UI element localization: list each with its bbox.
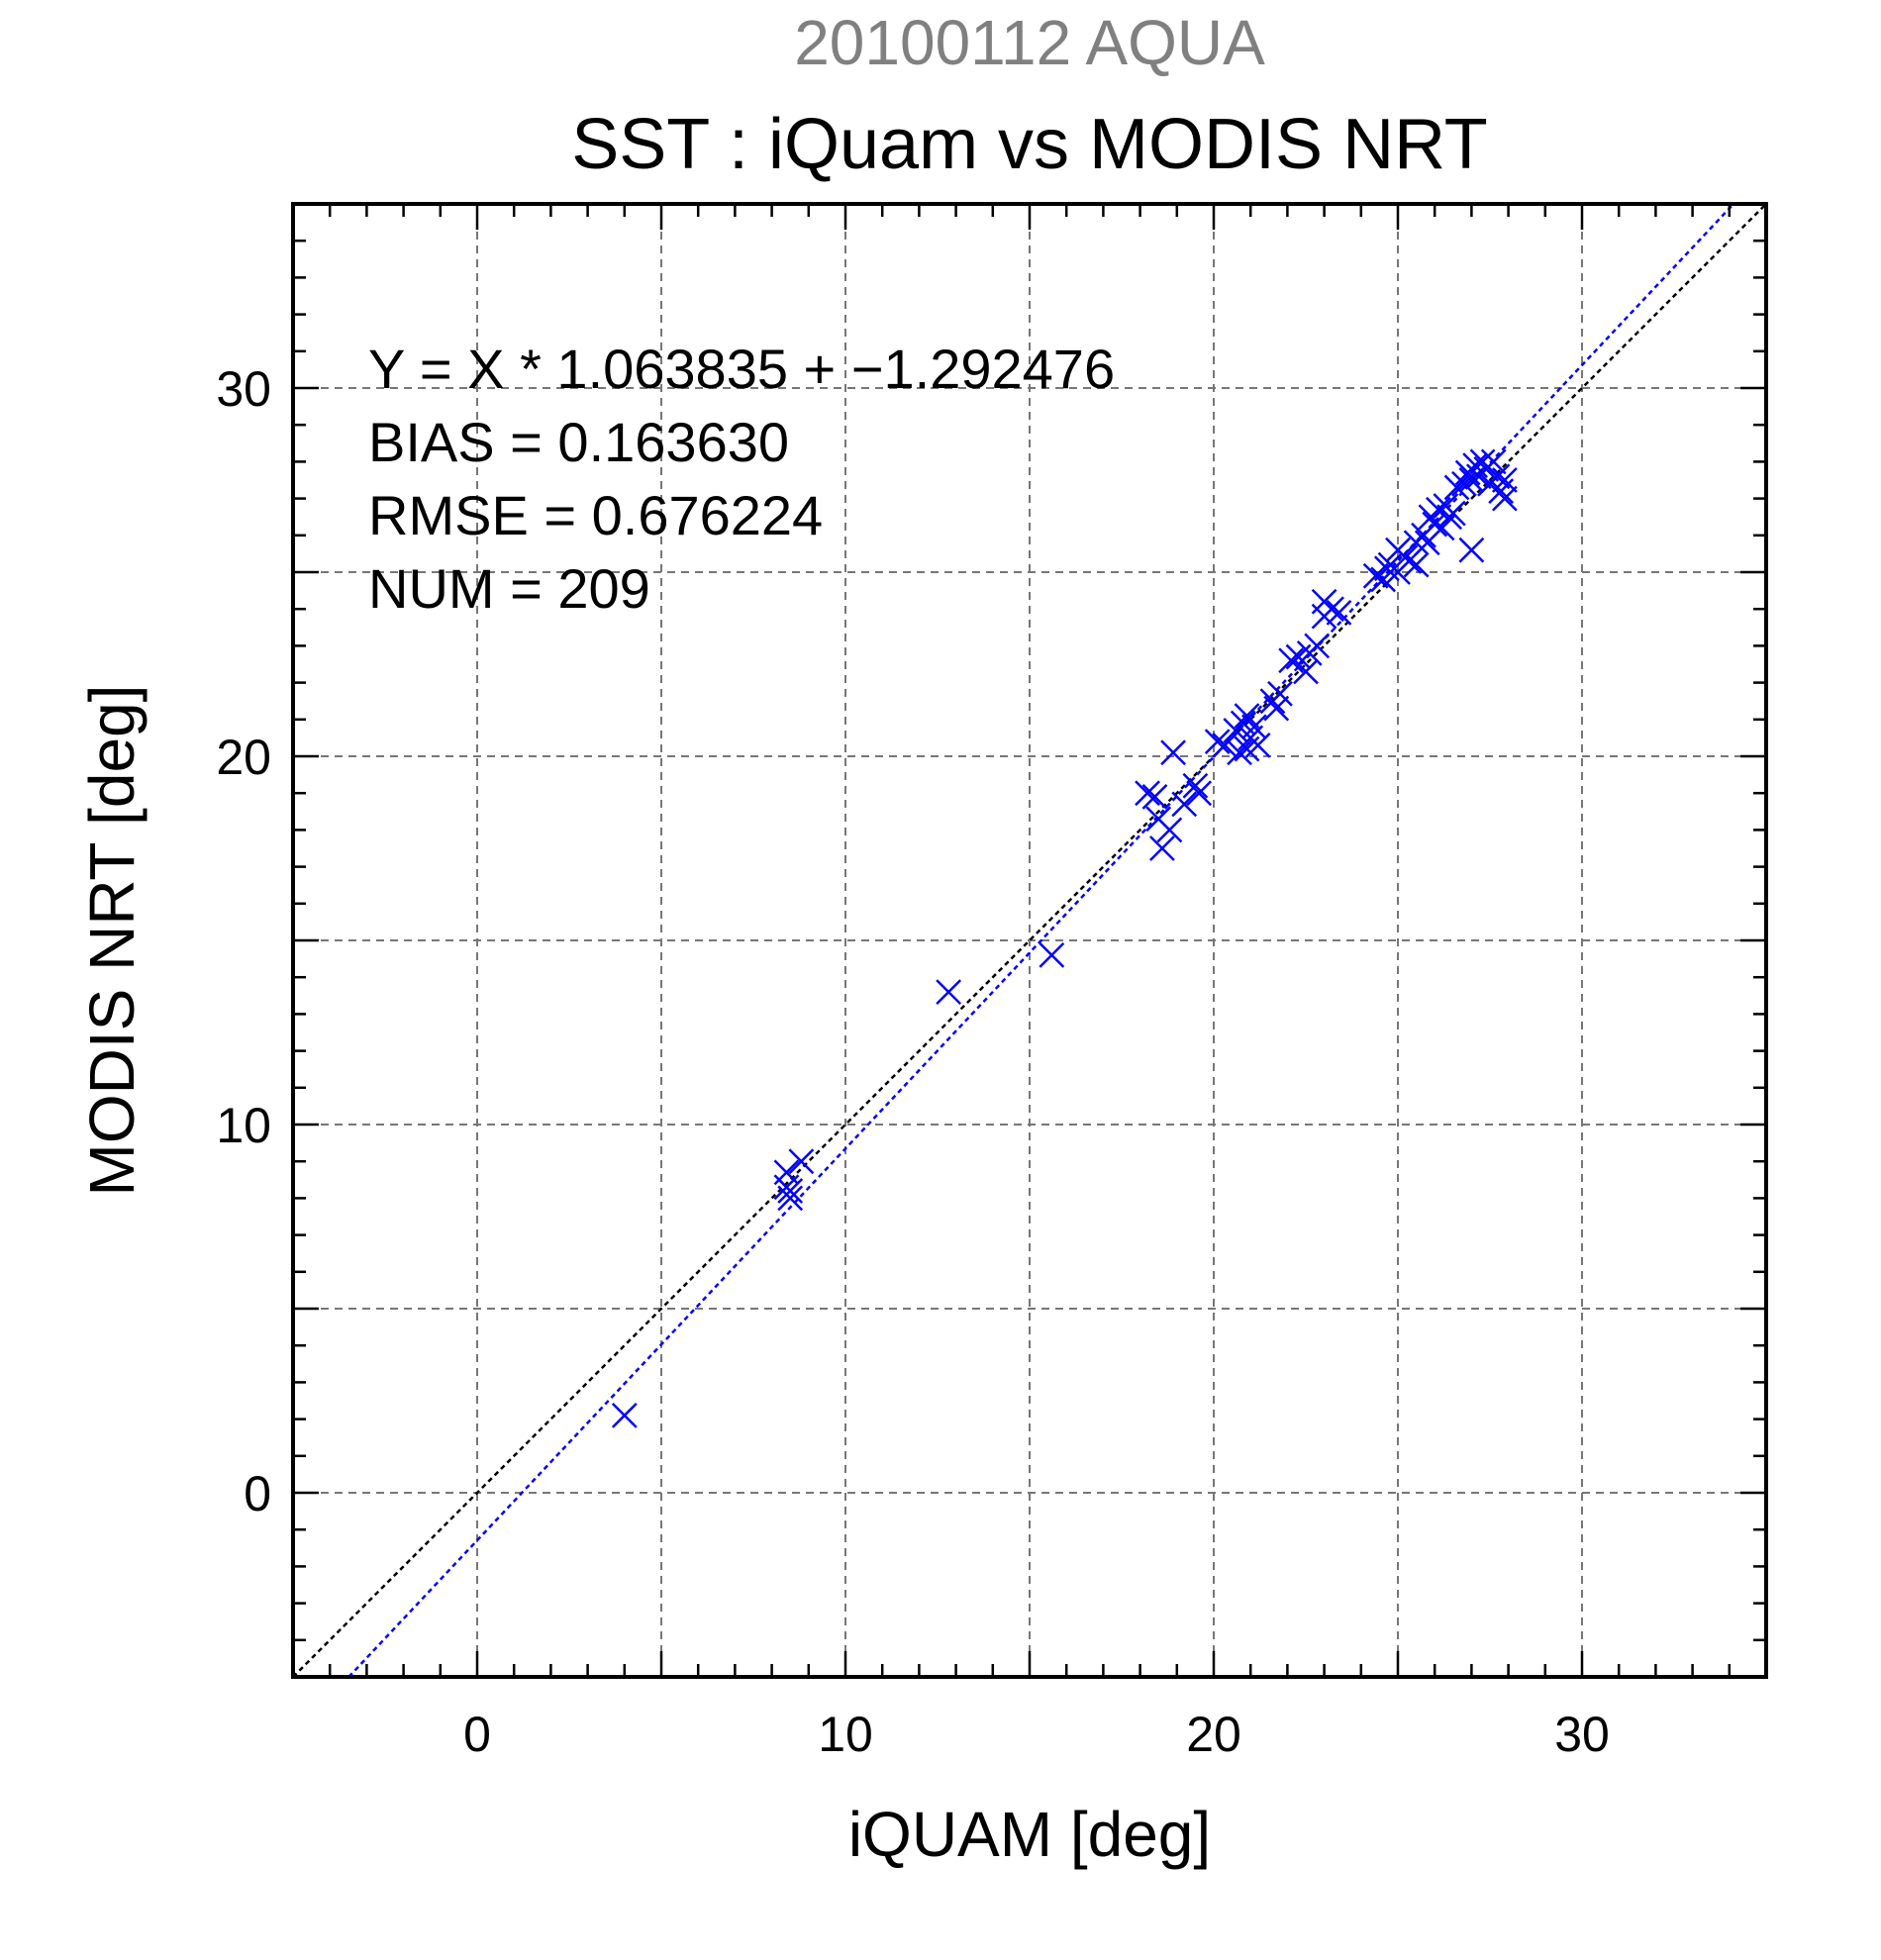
data-point	[936, 979, 962, 1005]
data-point	[1204, 729, 1231, 755]
data-point	[1278, 647, 1305, 674]
data-point	[1149, 835, 1175, 861]
fit-equation-text: Y = X * 1.063835 + −1.292476	[368, 338, 1115, 400]
data-point	[1326, 600, 1352, 626]
plot-frame	[291, 202, 1768, 1679]
data-points	[611, 448, 1518, 1428]
y-tick-label: 0	[244, 1466, 271, 1521]
data-point	[1227, 739, 1252, 766]
data-point	[1403, 551, 1430, 578]
count-text: NUM = 209	[368, 557, 650, 620]
x-tick-label: 20	[1186, 1707, 1241, 1762]
data-point	[1480, 448, 1507, 475]
data-point	[1186, 780, 1213, 807]
data-point	[1484, 463, 1511, 490]
data-point	[1135, 780, 1160, 807]
data-point	[1156, 817, 1183, 843]
data-point	[773, 1159, 800, 1186]
data-point	[1234, 703, 1260, 729]
data-point	[777, 1178, 804, 1204]
data-point	[1491, 467, 1518, 493]
x-tick-label: 10	[818, 1707, 873, 1762]
rmse-text: RMSE = 0.676224	[368, 484, 823, 546]
data-point	[788, 1148, 815, 1175]
data-point	[1311, 588, 1337, 615]
data-point	[1212, 732, 1238, 758]
data-point	[1362, 562, 1389, 589]
data-point	[1141, 784, 1168, 810]
data-point	[1039, 941, 1065, 968]
bias-text: BIAS = 0.163630	[368, 411, 789, 473]
x-axis-label: iQUAM [deg]	[848, 1799, 1211, 1870]
y-tick-label: 20	[216, 730, 271, 785]
y-axis-label: MODIS NRT [deg]	[76, 685, 148, 1197]
data-point	[1429, 515, 1455, 541]
data-point	[1458, 537, 1485, 563]
data-point	[1267, 680, 1293, 707]
data-point	[1171, 791, 1198, 818]
data-point	[1263, 695, 1290, 722]
data-point	[777, 1185, 804, 1212]
data-point	[1244, 732, 1271, 758]
data-point	[1422, 511, 1448, 538]
stats-annotation: Y = X * 1.063835 + −1.292476 BIAS = 0.16…	[368, 338, 1115, 620]
data-point	[1491, 485, 1518, 512]
x-tick-label: 0	[463, 1707, 491, 1762]
data-point	[1304, 633, 1331, 659]
reference-lines	[292, 203, 1767, 1678]
data-point	[1439, 500, 1466, 527]
y-tick-label: 30	[216, 361, 271, 417]
data-point	[1182, 772, 1209, 799]
data-point	[611, 1402, 638, 1428]
data-point	[1443, 474, 1470, 501]
chart-supertitle: 20100112 AQUA	[794, 7, 1265, 78]
tick-labels: 0 10 20 30 0 10 20 30	[216, 361, 1609, 1762]
grid	[293, 204, 1766, 1677]
y-tick-label: 10	[216, 1098, 271, 1153]
axis-ticks	[293, 204, 1766, 1677]
chart-title: SST : iQuam vs MODIS NRT	[571, 105, 1488, 184]
data-point	[1160, 739, 1186, 766]
x-tick-label: 30	[1554, 1707, 1610, 1762]
regression-fit-line	[347, 203, 1734, 1678]
